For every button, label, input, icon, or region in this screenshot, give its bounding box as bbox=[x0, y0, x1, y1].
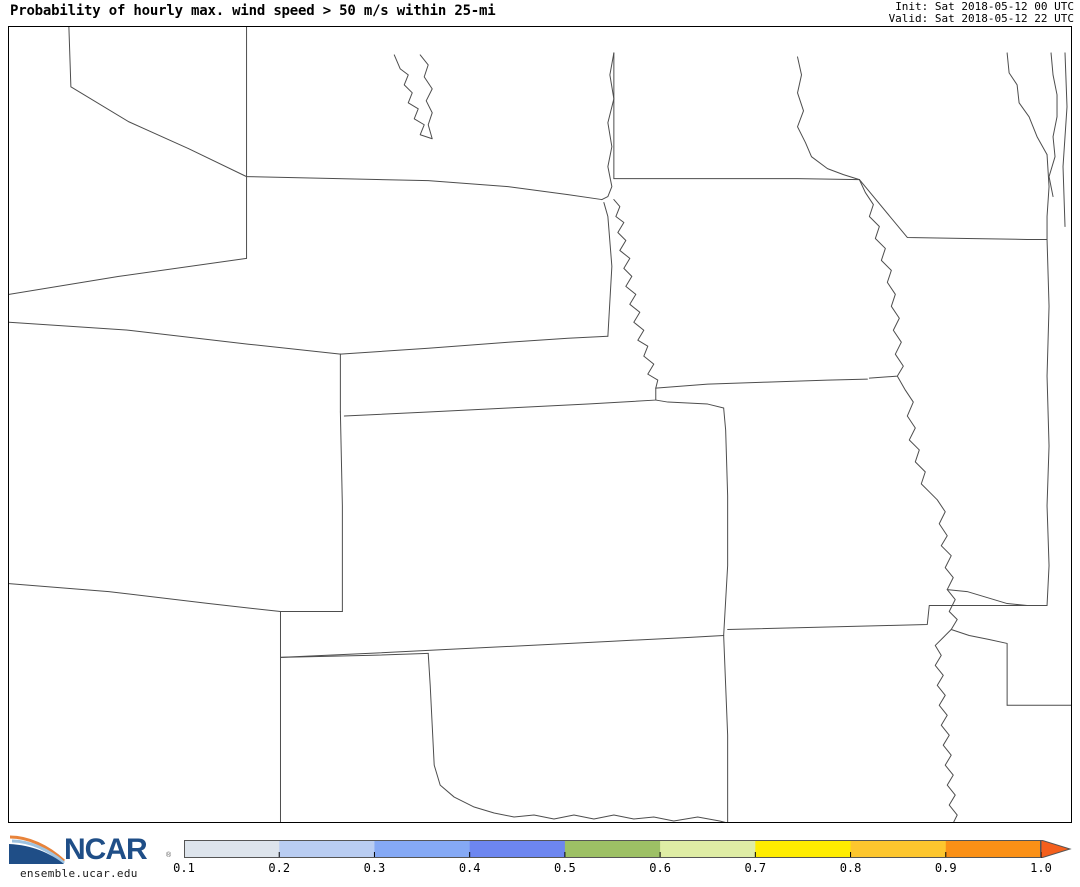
colorbar-tick-label: 0.6 bbox=[649, 861, 671, 875]
nd-sd-east bbox=[246, 176, 603, 201]
ok-tx-border bbox=[427, 652, 726, 822]
border-mn-ia bbox=[613, 178, 860, 181]
colorbar-band bbox=[945, 840, 1042, 858]
border-wi-lakemichigan bbox=[1006, 52, 1048, 156]
border-wy-ne bbox=[339, 335, 609, 355]
ok-panhandle-south bbox=[279, 652, 429, 658]
ks-ok-vert bbox=[723, 407, 729, 636]
border-mt-nd bbox=[68, 27, 248, 178]
colorbar-band bbox=[184, 840, 280, 858]
river-mississippi-ia-il bbox=[858, 179, 904, 379]
map-panel[interactable] bbox=[8, 26, 1072, 823]
ncar-url-label: ensemble.ucar.edu bbox=[20, 867, 138, 880]
colorbar-tick-label: 1.0 bbox=[1030, 861, 1052, 875]
valid-time: Valid: Sat 2018-05-12 22 UTC bbox=[888, 12, 1074, 25]
border-ks-ok bbox=[279, 634, 725, 658]
state-edge-right bbox=[1062, 52, 1068, 227]
colorbar-band bbox=[374, 840, 471, 858]
river-missouri-ne-ia bbox=[613, 199, 659, 389]
page-title: Probability of hourly max. wind speed > … bbox=[10, 3, 496, 19]
colorbar-band bbox=[850, 840, 947, 858]
wi-east-edge bbox=[1046, 154, 1050, 240]
colorbar-tick-label: 0.7 bbox=[744, 861, 767, 875]
plot-header: Probability of hourly max. wind speed > … bbox=[0, 0, 1080, 26]
colorbar-tick-label: 0.2 bbox=[268, 861, 291, 875]
border-wy-co bbox=[9, 321, 341, 355]
border-sd-ne bbox=[601, 52, 615, 201]
border-ia-mo bbox=[655, 378, 868, 389]
colorbar-extend-arrow bbox=[1040, 840, 1072, 858]
wy-ne-corner bbox=[603, 202, 613, 337]
lake-michigan-west bbox=[1048, 52, 1058, 198]
border-co-nm bbox=[9, 583, 281, 613]
colorbar-tick-labels: 0.1 0.2 0.3 0.4 0.5 0.6 0.7 0.8 0.9 1.0 bbox=[173, 859, 1072, 879]
colorbar-tick-label: 0.9 bbox=[934, 861, 957, 875]
border-co-ks-vert bbox=[339, 411, 343, 613]
forecast-timestamps: Init: Sat 2018-05-12 00 UTC Valid: Sat 2… bbox=[889, 1, 1074, 25]
map-state-outlines bbox=[9, 27, 1071, 822]
probability-colorbar[interactable]: 0.1 0.2 0.3 0.4 0.5 0.6 0.7 0.8 0.9 1.0 bbox=[173, 840, 1072, 884]
colorbar-band bbox=[469, 840, 566, 858]
colorbar-band bbox=[564, 840, 661, 858]
border-nd-sd bbox=[9, 257, 248, 295]
river-ohio-confluence bbox=[946, 589, 1028, 607]
colorbar-tick-label: 0.3 bbox=[363, 861, 386, 875]
colorbar-tick-label: 0.1 bbox=[173, 861, 195, 875]
mo-east-mississippi bbox=[896, 375, 958, 822]
colorbar-band bbox=[279, 840, 375, 858]
ncar-logo-mark bbox=[9, 835, 66, 865]
footer-bar: NCAR ® ensemble.ucar.edu 0.1 0.2 0.3 0.4 0.5… bbox=[0, 826, 1080, 887]
registered-trademark-icon: ® bbox=[166, 852, 172, 859]
colorbar-tick-label: 0.8 bbox=[839, 861, 862, 875]
init-time: Init: Sat 2018-05-12 00 UTC bbox=[895, 0, 1074, 13]
river-lower-ms-1 bbox=[950, 628, 1008, 706]
colorbar-band bbox=[755, 840, 852, 858]
border-wi-il bbox=[858, 179, 1048, 240]
ncar-logo[interactable]: NCAR ® ensemble.ucar.edu bbox=[6, 832, 176, 882]
border-mo-ar bbox=[727, 605, 1048, 630]
colorbar-bands bbox=[184, 840, 1072, 858]
colorbar-tick-label: 0.5 bbox=[554, 861, 576, 875]
ncar-wordmark: NCAR bbox=[64, 833, 148, 866]
border-mn-wi bbox=[797, 56, 860, 181]
colorbar-tick-label: 0.4 bbox=[458, 861, 481, 875]
colorbar-band bbox=[660, 840, 756, 858]
border-ne-ks bbox=[343, 399, 657, 417]
border-il-south bbox=[1046, 238, 1050, 607]
border-ks-mo bbox=[655, 399, 725, 409]
ok-mo-east bbox=[723, 634, 729, 822]
river-upper-missouri bbox=[393, 54, 433, 140]
